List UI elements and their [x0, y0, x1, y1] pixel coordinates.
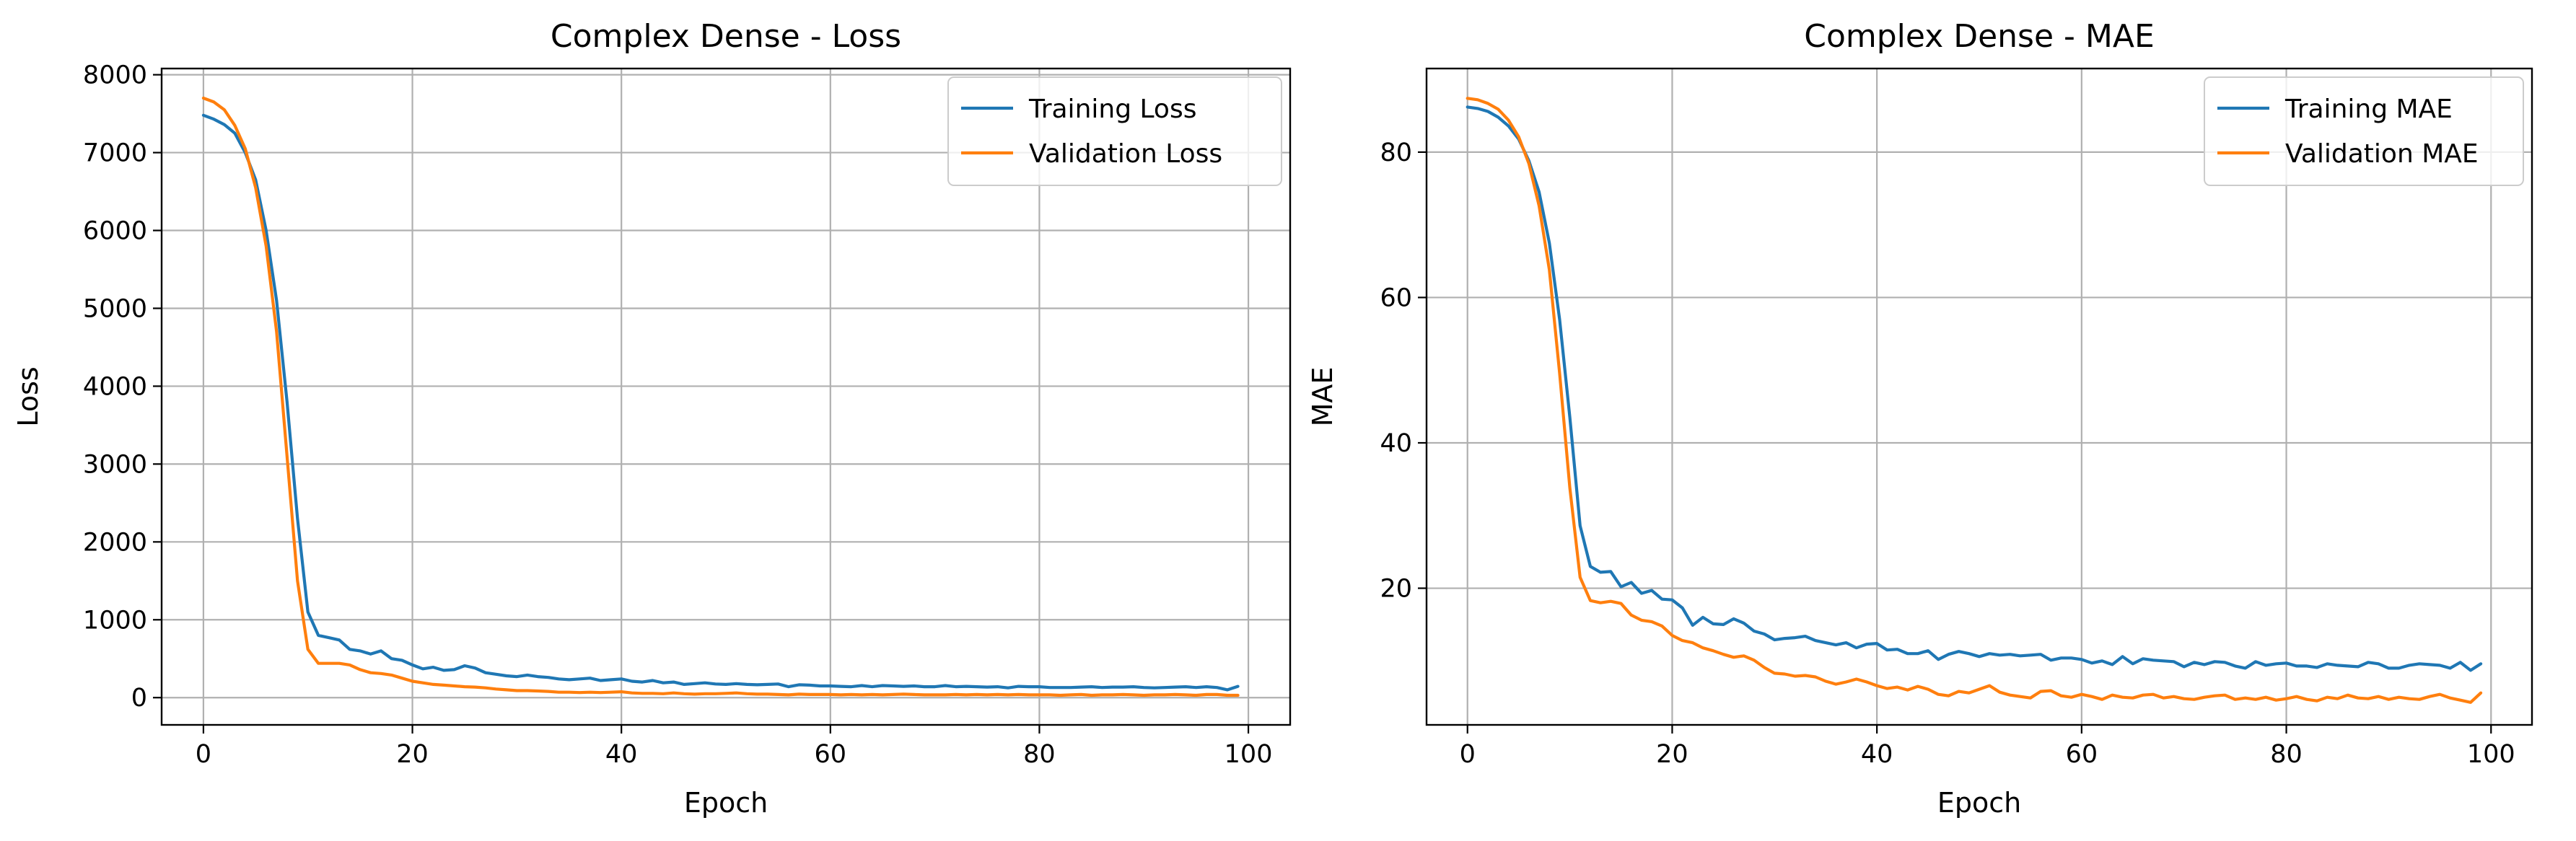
chart-title: Complex Dense - Loss	[551, 18, 901, 55]
series-line-1	[201, 96, 1240, 697]
series-line-0	[201, 113, 1240, 692]
y-axis-label: Loss	[12, 366, 44, 426]
mae-chart-panel: 0 20 40 60 80 100 20 40 60 80 Complex Dense - MAE E…	[1307, 18, 2533, 819]
legend-box	[947, 76, 1282, 186]
legend: Training MAE Validation MAE	[2204, 76, 2524, 186]
y-tick-label: 80	[1380, 138, 1412, 167]
y-tick-label: 3000	[83, 450, 147, 479]
y-tick-label: 6000	[83, 217, 147, 246]
loss-chart-panel: 0 20 40 60 80 1000100020003000400050006000700…	[12, 18, 1292, 819]
series-line-0	[1466, 105, 2483, 672]
legend-label-0: Training MAE	[2284, 94, 2453, 124]
x-tick-label: 40	[1861, 740, 1893, 769]
chart-title: Complex Dense - MAE	[1804, 18, 2155, 55]
y-axis-label: MAE	[1307, 367, 1339, 427]
plot-frame	[1425, 67, 2533, 726]
series-line-1	[1466, 97, 2483, 704]
y-tick-label: 1000	[83, 606, 147, 635]
x-tick-label: 20	[1656, 740, 1688, 769]
plot-frame	[160, 67, 1292, 726]
legend-label-1: Validation Loss	[1029, 139, 1222, 169]
x-tick-label: 100	[2467, 740, 2515, 769]
y-tick-label: 7000	[83, 139, 147, 168]
x-axis-label: Epoch	[1937, 787, 2021, 819]
legend-box	[2204, 76, 2524, 186]
x-tick-label: 20	[396, 740, 429, 769]
legend: Training Loss Validation Loss	[947, 76, 1282, 186]
x-tick-label: 80	[2270, 740, 2303, 769]
x-tick-label: 0	[1460, 740, 1476, 769]
x-tick-label: 0	[196, 740, 211, 769]
x-tick-label: 80	[1023, 740, 1056, 769]
x-tick-label: 40	[605, 740, 638, 769]
y-tick-label: 60	[1380, 283, 1412, 312]
y-tick-label: 4000	[83, 372, 147, 401]
legend-label-1: Validation MAE	[2285, 139, 2479, 169]
legend-label-0: Training Loss	[1028, 94, 1196, 124]
x-tick-label: 60	[2066, 740, 2098, 769]
x-tick-label: 100	[1225, 740, 1273, 769]
y-tick-label: 5000	[83, 294, 147, 323]
x-axis-label: Epoch	[684, 787, 768, 819]
y-tick-label: 8000	[83, 61, 147, 90]
y-tick-label: 2000	[83, 528, 147, 557]
y-tick-label: 40	[1380, 429, 1412, 458]
y-tick-label: 20	[1380, 575, 1412, 604]
x-tick-label: 60	[815, 740, 847, 769]
y-tick-label: 0	[131, 684, 147, 713]
